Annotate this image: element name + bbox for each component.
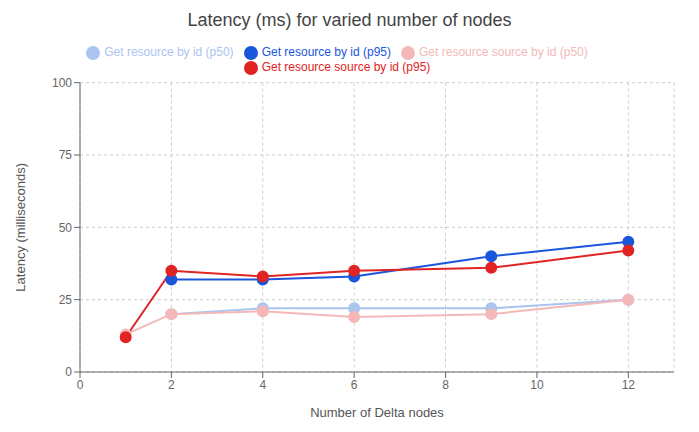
svg-text:4: 4 bbox=[259, 378, 266, 392]
html-text:Get resource by id (p50): Get resource by id (p50) bbox=[104, 45, 234, 59]
svg-text:Latency (milliseconds): Latency (milliseconds) bbox=[13, 163, 28, 292]
svg-text:25: 25 bbox=[59, 293, 73, 307]
svg-text:6: 6 bbox=[351, 378, 358, 392]
svg-text:50: 50 bbox=[59, 221, 73, 235]
svg-text:10: 10 bbox=[530, 378, 544, 392]
svg-text:2: 2 bbox=[168, 378, 175, 392]
html-text:Get resource source by id (p95: Get resource source by id (p95) bbox=[261, 59, 431, 74]
svg-text:Number of Delta nodes: Number of Delta nodes bbox=[310, 405, 444, 420]
html-text:Latency (ms) for varied number: Latency (ms) for varied number of nodes bbox=[187, 10, 512, 30]
svg-text:0: 0 bbox=[77, 378, 84, 392]
svg-text:0: 0 bbox=[65, 365, 72, 379]
svg-text:12: 12 bbox=[622, 378, 636, 392]
svg-text:8: 8 bbox=[442, 378, 449, 392]
html-text:Get resource source by id (p50: Get resource source by id (p50) bbox=[419, 45, 588, 59]
svg-text:75: 75 bbox=[59, 148, 73, 162]
html-text:Get resource by id (p95): Get resource by id (p95) bbox=[261, 45, 391, 59]
svg-text:100: 100 bbox=[52, 76, 72, 90]
